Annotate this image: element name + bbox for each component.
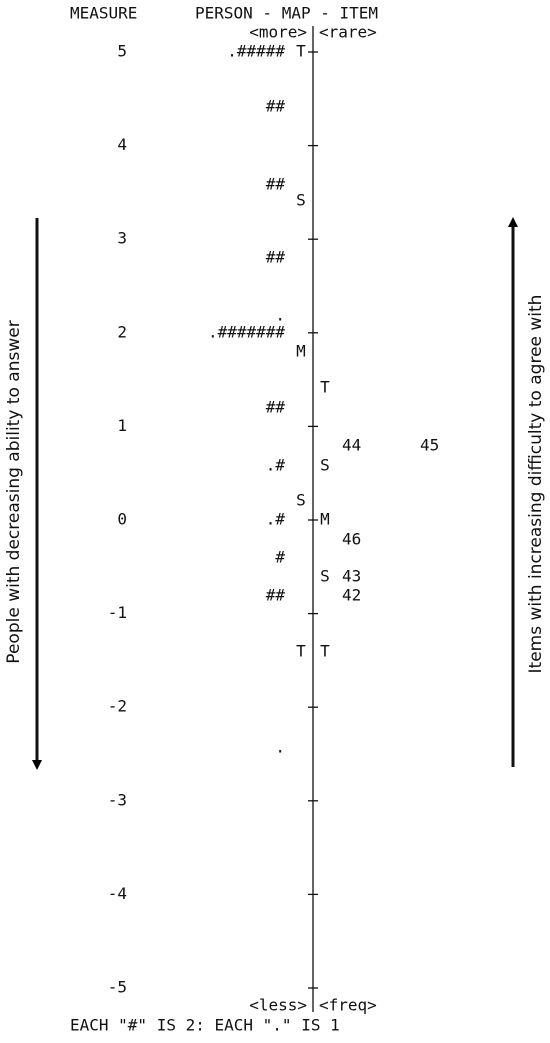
- person-row: #: [275, 548, 285, 567]
- item-label: 45: [420, 436, 439, 455]
- person-row: ##: [266, 97, 286, 116]
- measure-label: 1: [117, 416, 127, 435]
- item-label: 46: [342, 530, 361, 549]
- measure-label: -1: [108, 603, 127, 622]
- measure-label: 5: [117, 42, 127, 61]
- person-row: ##: [266, 586, 286, 605]
- person-marker: T: [296, 642, 306, 661]
- measure-label: 0: [117, 510, 127, 529]
- person-row: .#: [266, 510, 286, 529]
- item-marker: S: [320, 567, 330, 586]
- person-row: .#: [266, 456, 286, 475]
- person-row: .: [275, 306, 285, 325]
- item-marker: T: [320, 378, 330, 397]
- right-annotation: Items with increasing difficulty to agre…: [526, 295, 546, 674]
- person-marker: S: [296, 191, 306, 210]
- top-right-label: <rare>: [319, 23, 377, 42]
- footnote: EACH "#" IS 2: EACH "." IS 1: [70, 1016, 340, 1035]
- item-marker: T: [320, 642, 330, 661]
- left-annotation: People with decreasing ability to answer: [4, 320, 24, 663]
- item-marker: M: [320, 510, 330, 529]
- person-row: .#####: [227, 42, 285, 61]
- person-row: ##: [266, 398, 286, 417]
- person-marker: S: [296, 491, 306, 510]
- person-row: ##: [266, 175, 286, 194]
- measure-label: 2: [117, 322, 127, 341]
- person-marker: T: [296, 42, 306, 61]
- item-marker: S: [320, 456, 330, 475]
- person-row: .: [275, 738, 285, 757]
- bottom-left-label: <less>: [249, 996, 307, 1015]
- item-label: 44: [342, 436, 361, 455]
- map-title: PERSON - MAP - ITEM: [195, 4, 378, 23]
- measure-header: MEASURE: [70, 4, 137, 23]
- measure-label: -3: [108, 790, 127, 809]
- top-left-label: <more>: [249, 23, 307, 42]
- person-marker: M: [296, 342, 306, 361]
- item-label: 43: [342, 567, 361, 586]
- measure-label: -2: [108, 697, 127, 716]
- measure-label: -5: [108, 978, 127, 997]
- person-row: ##: [266, 248, 286, 267]
- item-label: 42: [342, 586, 361, 605]
- measure-label: 3: [117, 229, 127, 248]
- bottom-right-label: <freq>: [319, 996, 377, 1015]
- person-row: .#######: [208, 323, 285, 342]
- measure-label: 4: [117, 135, 127, 154]
- measure-label: -4: [108, 884, 127, 903]
